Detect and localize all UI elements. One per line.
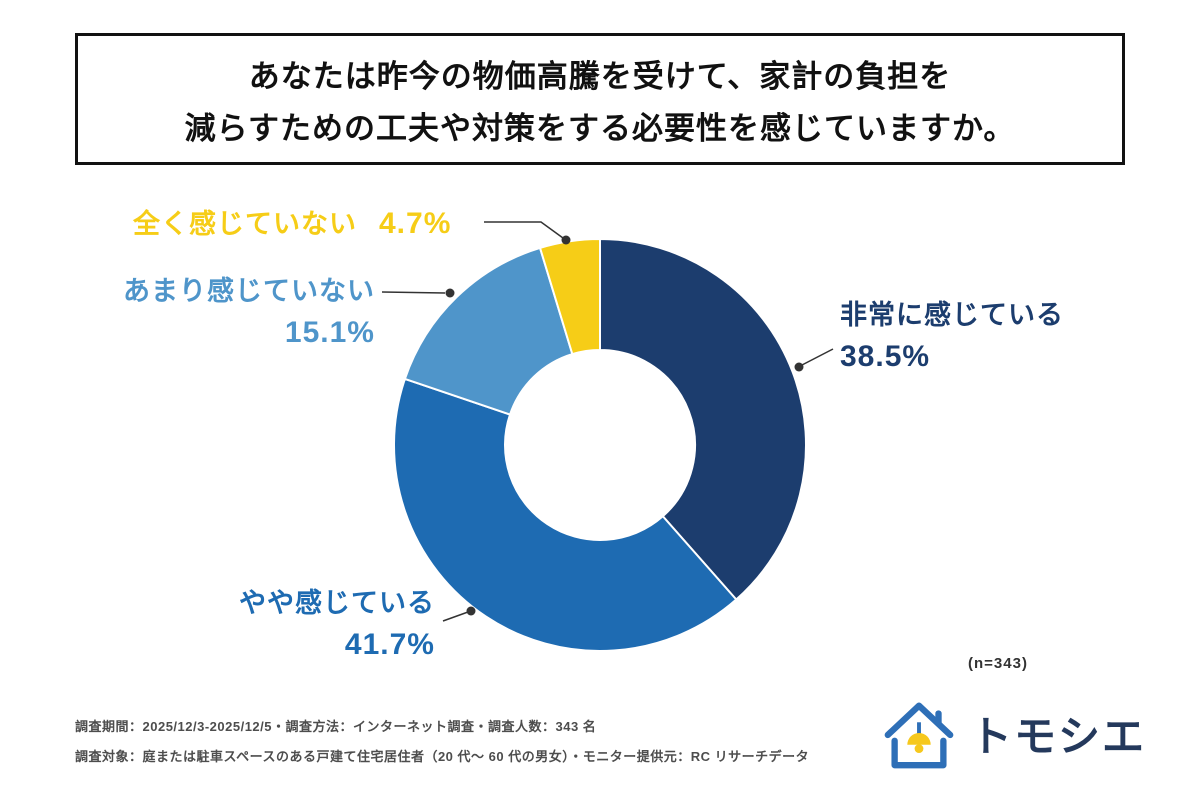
sample-size-note: (n=343) [968, 655, 1028, 672]
question-title-line1: あなたは昨今の物価高騰を受けて、家計の負担を [248, 58, 952, 94]
donut-segment-3 [538, 237, 601, 356]
donut-segment-1 [393, 377, 738, 652]
segment-name: 全く感じていない [133, 209, 357, 239]
segment-pct: 41.7% [344, 628, 435, 662]
segment-name: あまり感じていない [123, 276, 375, 306]
survey-meta-line1: 調査期間：2025/12/3-2025/12/5・調査方法：インターネット調査・… [75, 719, 597, 734]
donut-segment-2 [403, 246, 574, 416]
donut-segment-0 [599, 237, 807, 601]
house-lamp-icon [884, 702, 954, 769]
segment-pct: 38.5% [840, 340, 931, 374]
leader-lines [381, 221, 834, 622]
donut-chart [381, 221, 834, 652]
segment-name: 非常に感じている [840, 300, 1064, 330]
question-title-box: あなたは昨今の物価高騰を受けて、家計の負担を 減らすための工夫や対策をする必要性… [75, 33, 1125, 165]
question-title-line2: 減らすための工夫や対策をする必要性を感じていますか。 [184, 110, 1016, 146]
brand-logo: トモシエ [880, 694, 1146, 772]
brand-name: トモシエ [970, 712, 1147, 760]
segment-label-very-much: 非常に感じている 38.5% [840, 296, 1064, 379]
survey-meta-line2: 調査対象：庭または駐車スペースのある戸建て住宅居住者（20 代～ 60 代の男女… [75, 749, 810, 764]
segment-label-not-much: あまり感じていない 15.1% [95, 272, 375, 355]
segment-label-somewhat: やや感じている 41.7% [155, 584, 435, 667]
segment-name: やや感じている [239, 588, 435, 618]
segment-pct: 4.7% [379, 207, 452, 240]
segment-label-not-at-all: 全く感じていない 4.7% [133, 202, 451, 246]
segment-pct: 15.1% [284, 316, 375, 350]
